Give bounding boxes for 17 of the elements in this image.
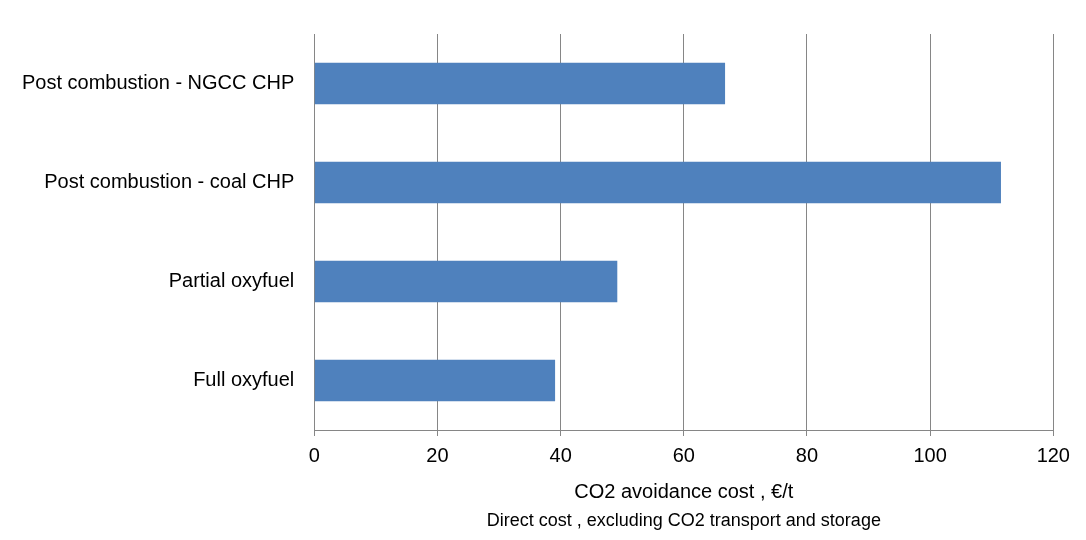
bar	[314, 161, 1001, 204]
y-tick-label: Post combustion - NGCC CHP	[22, 71, 295, 94]
y-tick-label: Full oxyfuel	[193, 368, 295, 391]
bar	[314, 359, 556, 402]
text: Direct cost , excluding CO2 transport and storage	[486, 509, 881, 530]
x-tick-label: 40	[549, 443, 572, 466]
y-tick-label: Partial oxyfuel	[168, 269, 295, 292]
bar	[314, 260, 618, 303]
x-tick-label: 20	[426, 443, 449, 466]
x-tick-label: 100	[913, 443, 947, 466]
x-axis-title: CO2 avoidance cost , €/t	[574, 479, 794, 502]
x-tick-label: 120	[1036, 443, 1070, 466]
x-tick-label: 0	[308, 443, 320, 466]
x-tick-label: 60	[672, 443, 695, 466]
bar	[314, 62, 726, 105]
x-tick-label: 80	[795, 443, 819, 466]
y-tick-label: Post combustion - coal CHP	[44, 170, 295, 193]
